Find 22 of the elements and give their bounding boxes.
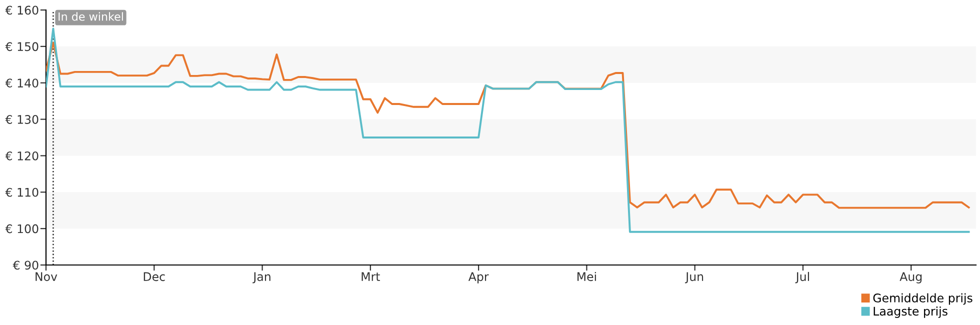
y-tick-label: € 100 <box>5 224 38 234</box>
legend-label: Gemiddelde prijs <box>873 293 972 305</box>
y-tick-label: € 150 <box>5 42 38 52</box>
y-tick-label: € 140 <box>5 78 38 88</box>
x-tick-label: Jul <box>795 272 809 284</box>
y-tick-label: € 110 <box>5 188 38 197</box>
x-tick-label: Dec <box>144 272 165 282</box>
legend-label: Laagste prijs <box>874 306 948 318</box>
annotation: In de winkel <box>58 12 123 21</box>
y-tick-label: € 130 <box>5 115 38 124</box>
x-tick-label: Jun <box>685 272 704 284</box>
x-tick-label: Apr <box>468 272 489 284</box>
x-tick-label: Mei <box>577 272 596 282</box>
x-tick-label: Mrt <box>362 272 380 281</box>
y-tick-label: € 160 <box>5 6 38 15</box>
x-tick-label: Jan <box>252 272 270 284</box>
line-series <box>46 28 970 233</box>
x-tick-label: Aug <box>900 272 922 284</box>
y-tick-label: € 120 <box>5 151 38 160</box>
line-series <box>46 42 970 209</box>
y-tick-label: € 90 <box>12 260 38 270</box>
x-tick-label: Nov <box>36 272 58 282</box>
